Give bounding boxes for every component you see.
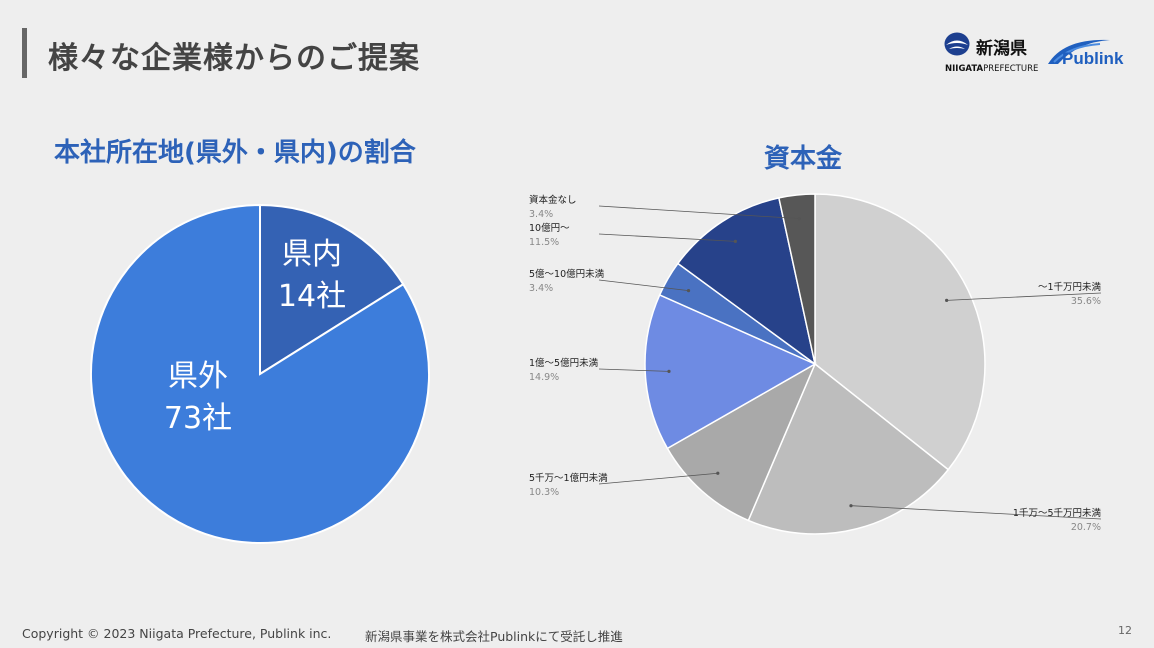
capital-slice-100m-500m (644, 293, 817, 450)
capital-label-name-100m-500m: 1億〜5億円未満 (529, 357, 599, 369)
capital-leader-line-500m-1b (598, 279, 689, 292)
capital-label-name-500m-1b: 5億〜10億円未満 (529, 268, 605, 280)
capital-label-value-500m-1b: 3.4% (529, 283, 553, 294)
capital-leader-dot-over-1b (733, 239, 737, 243)
capital-leader-line-over-1b (598, 233, 736, 242)
publink-swoosh-icon (1048, 39, 1110, 64)
capital-label-name-under-10m: 〜1千万円未満 (1038, 281, 1102, 293)
niigata-emblem-icon (944, 32, 970, 56)
capital-leader-dot-none (797, 217, 801, 221)
chart-title-location: 本社所在地(県外・県内)の割合 (54, 138, 416, 168)
publink-wordmark: Publink (1062, 49, 1124, 68)
location-label-name-outside: 県外 (168, 359, 228, 394)
page-number: 12 (1118, 624, 1132, 637)
capital-leader-line-100m-500m (598, 368, 669, 372)
capital-slice-none (777, 193, 816, 365)
capital-slice-under-10m (814, 193, 986, 471)
capital-slice-10m-50m (747, 362, 950, 535)
capital-leader-dot-50m-100m (716, 471, 720, 475)
niigata-logo-kanji: 新潟県 (976, 39, 1027, 59)
page-title: 様々な企業様からのご提案 (48, 41, 420, 76)
location-label-value-inside: 14社 (278, 279, 346, 314)
location-label-value-outside: 73社 (164, 401, 232, 436)
niigata-logo-sub-bold: NIIGATA (945, 64, 984, 74)
capital-leader-dot-under-10m (945, 298, 949, 302)
niigata-prefecture-logo: 新潟県 NIIGATAPREFECTURE (944, 30, 1038, 76)
footer-copyright: Copyright © 2023 Niigata Prefecture, Pub… (22, 626, 332, 641)
chart-title-capital: 資本金 (764, 144, 843, 174)
niigata-logo-subtitle: NIIGATAPREFECTURE (945, 64, 1038, 74)
capital-leader-dot-100m-500m (667, 369, 671, 373)
capital-leader-line-none (598, 205, 800, 220)
capital-leader-line-50m-100m (598, 472, 718, 485)
capital-label-value-10m-50m: 20.7% (1071, 522, 1101, 533)
capital-leader-dot-10m-50m (849, 504, 853, 508)
capital-label-name-none: 資本金なし (529, 194, 577, 206)
capital-label-name-10m-50m: 1千万〜5千万円未満 (1013, 507, 1102, 519)
capital-label-value-50m-100m: 10.3% (529, 487, 559, 498)
capital-label-value-over-1b: 11.5% (529, 237, 559, 248)
capital-label-value-none: 3.4% (529, 209, 553, 220)
location-label-name-inside: 県内 (282, 237, 342, 272)
footer-note: 新潟県事業を株式会社Publinkにて受託し推進 (365, 629, 623, 644)
capital-leader-line-under-10m (946, 292, 1102, 301)
niigata-logo-sub-rest: PREFECTURE (983, 64, 1039, 74)
location-slice-outside (90, 203, 430, 544)
capital-leader-dot-500m-1b (686, 289, 691, 293)
capital-leader-line-10m-50m (850, 505, 1102, 520)
publink-logo: Publink (1044, 34, 1134, 74)
capital-label-name-50m-100m: 5千万〜1億円未満 (529, 472, 608, 484)
capital-slice-over-1b (676, 196, 817, 366)
capital-label-value-under-10m: 35.6% (1071, 296, 1101, 307)
capital-label-name-over-1b: 10億円〜 (529, 222, 570, 234)
title-accent-bar (22, 28, 27, 78)
capital-slice-50m-100m (666, 362, 817, 522)
location-slice-inside (259, 203, 405, 376)
capital-label-value-100m-500m: 14.9% (529, 372, 559, 383)
